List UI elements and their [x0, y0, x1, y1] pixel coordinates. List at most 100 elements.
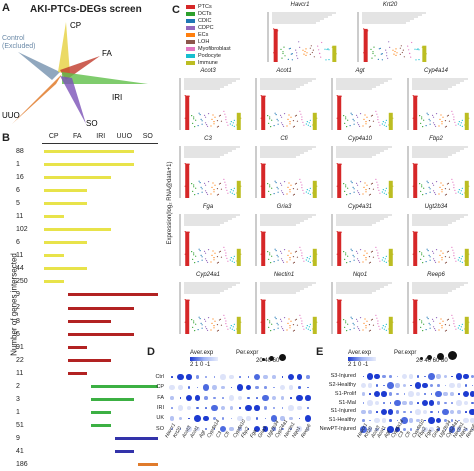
violin-plot-title: Acot3 — [200, 68, 216, 74]
dotplot-dot — [394, 426, 401, 433]
dotplot-dot — [457, 410, 461, 414]
dotplot-dot — [374, 373, 380, 380]
dotplot-dot — [255, 385, 259, 390]
panel-c-legend-item: CDPC — [186, 25, 214, 32]
violin-plot-title: Krt20 — [382, 2, 398, 8]
dotplot-dot — [305, 395, 311, 401]
dotplot-dot — [280, 416, 285, 421]
violin-plot-title: Nectin1 — [273, 272, 295, 278]
dotplot-dot — [470, 418, 474, 423]
panel-b-intersection-bar — [44, 215, 64, 219]
dotplot-dot — [195, 375, 200, 379]
dotplot-dot — [444, 401, 447, 405]
dotplot-dot — [288, 385, 294, 390]
dotplot-dot — [287, 373, 295, 381]
arm-cp — [58, 22, 70, 74]
dotplot-dot — [381, 391, 387, 397]
violin-plot-title: Cyp4a10 — [347, 136, 373, 142]
dotplot-dot — [272, 406, 276, 410]
dotplot-dot — [264, 386, 267, 389]
dotplot-dot — [471, 401, 474, 405]
dotplot-dot — [436, 401, 441, 405]
legend-label: Immune — [198, 60, 218, 66]
dotplot-dot — [296, 374, 303, 380]
panel-b-intersection-bar — [67, 332, 134, 336]
panel-d-dotplot: Ctrl CP FA IRI UK SO Havcr1 Krt20 Acot3 Acot1 Agt C… — [150, 362, 312, 470]
dotplot-dot — [203, 415, 209, 422]
dotplot-dot — [421, 399, 429, 407]
dotplot-dot — [375, 427, 379, 432]
panel-b-column-headers: CP FA IRI UUO SO — [42, 133, 158, 143]
panel-a-title: AKI-PTCs-DEGs screen — [30, 4, 142, 15]
dotplot-dot — [298, 386, 301, 389]
dotplot-dot — [253, 425, 261, 433]
panel-b-count-label: 22 — [16, 356, 24, 364]
dotplot-dot — [362, 419, 365, 422]
panel-b-column-cp: CP — [48, 133, 59, 140]
panel-b-intersection-bar — [114, 436, 158, 440]
dotplot-dot — [273, 386, 275, 389]
dotplot-dot — [389, 375, 392, 378]
legend-swatch — [186, 18, 195, 23]
dotplot-dot — [229, 426, 234, 432]
panel-d-letter: D — [147, 346, 155, 358]
dotplot-dot — [366, 373, 374, 380]
violin-plot: Cyp4a10 — [324, 136, 396, 200]
dotplot-dot — [212, 416, 217, 421]
panel-b-intersection-bar — [114, 449, 134, 453]
violin-plot: Krt20 — [350, 2, 430, 64]
dotplot-dot — [298, 417, 301, 420]
panel-b-intersection-bar — [44, 163, 134, 167]
arm-iri — [62, 72, 148, 84]
legend-label: DCTs — [198, 11, 212, 17]
violin-plot: Cyp4a31 — [324, 204, 396, 268]
dotplot-dot — [178, 416, 183, 421]
panel-b-count-label: 91 — [16, 343, 24, 351]
legend-label: CDIC — [198, 18, 212, 24]
dotplot-dot — [375, 384, 379, 387]
violin-plot: Fbp2 — [400, 136, 472, 200]
dotplot-dot — [376, 411, 378, 413]
dotplot-dot — [238, 375, 242, 379]
dotplot-dot — [179, 428, 182, 430]
dotplot-dot — [185, 394, 193, 402]
dotplot-row-label: NewPT-Injured — [319, 426, 356, 433]
dotplot-dot — [245, 404, 252, 412]
dotplot-dot — [387, 409, 394, 415]
dotplot-dot — [367, 427, 373, 432]
panel-b-count-label: 102 — [16, 226, 28, 234]
panel-b-count-label: 186 — [16, 460, 28, 468]
dotplot-dot — [220, 374, 226, 380]
violin-plot-svg — [179, 78, 242, 130]
dotplot-dot — [195, 426, 200, 432]
dotplot-dot — [230, 386, 233, 389]
dotplot-dot — [222, 397, 224, 399]
dotplot-dot — [186, 426, 192, 432]
violin-plot: Agt — [324, 68, 396, 132]
panel-b-count-label: 44 — [16, 265, 24, 273]
violin-plot-title: Reep6 — [427, 272, 445, 278]
arm-label-so: SO — [86, 119, 98, 128]
panel-b-count-label: 8 — [16, 317, 20, 325]
dotplot-dot — [436, 374, 441, 379]
violin-plot: Havcr1 — [260, 2, 340, 64]
violin-plot-title: Agt — [355, 68, 365, 74]
dotplot-dot — [382, 374, 386, 379]
dotplot-dot — [171, 376, 173, 378]
dotplot-dot — [212, 385, 217, 390]
dotplot-dot — [430, 410, 433, 414]
dotplot-dot — [264, 417, 267, 420]
dotplot-dot — [437, 384, 440, 387]
dotplot-dot — [306, 406, 309, 410]
panel-b-intersection-bar — [91, 410, 111, 414]
dotplot-dot — [194, 395, 201, 401]
violin-plot-title: Ugt2b34 — [424, 204, 448, 210]
dotplot-dot — [402, 427, 407, 432]
dotplot-dot — [380, 408, 388, 416]
dotplot-dot — [403, 393, 406, 395]
dotplot-dot — [281, 407, 284, 409]
dotplot-dot — [289, 416, 293, 421]
dotplot-dot — [422, 426, 428, 433]
violin-plot-svg — [331, 78, 394, 130]
dotplot-dot — [204, 396, 208, 400]
